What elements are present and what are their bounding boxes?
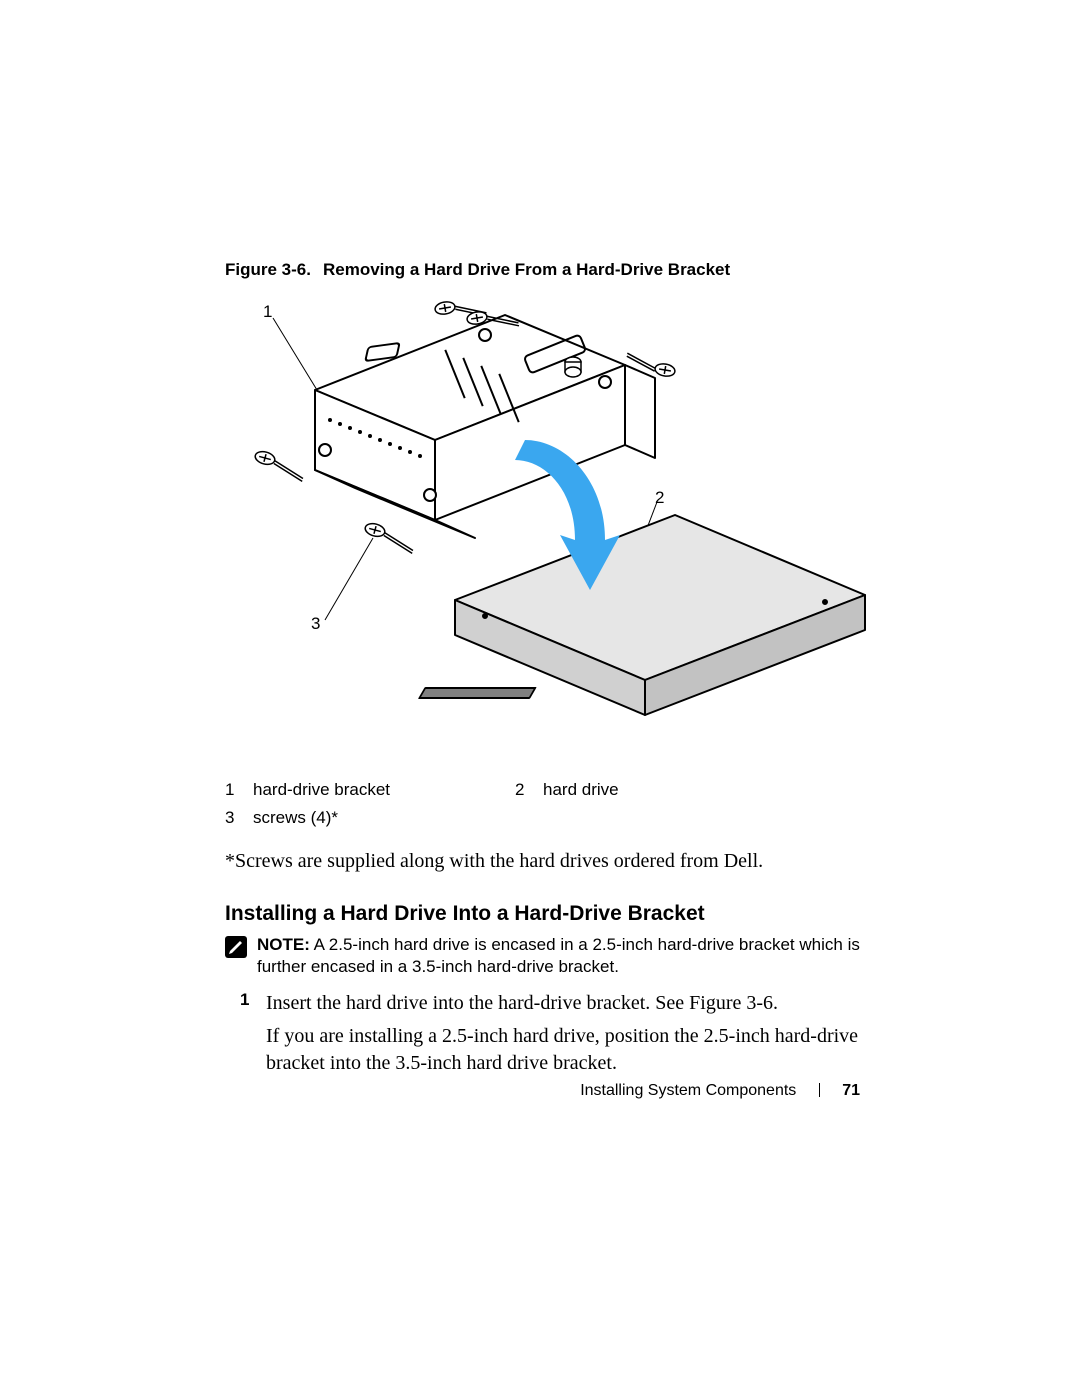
legend-text: screws (4)* (253, 808, 338, 828)
note-icon (225, 936, 247, 958)
step-line: Insert the hard drive into the hard-driv… (266, 990, 860, 1017)
step-body: Insert the hard drive into the hard-driv… (266, 990, 860, 1083)
footnote-text: *Screws are supplied along with the hard… (225, 850, 763, 873)
page-footer: Installing System Components 71 (0, 1082, 1080, 1100)
footer-section: Installing System Components (580, 1082, 796, 1099)
note-body: A 2.5-inch hard drive is encased in a 2.… (257, 935, 860, 976)
step-1: 1 Insert the hard drive into the hard-dr… (240, 990, 860, 1083)
footer-separator (819, 1083, 820, 1097)
bracket-diagram-svg (225, 290, 895, 760)
legend-item: 1 hard-drive bracket (225, 780, 515, 800)
legend-num: 1 (225, 780, 253, 800)
callout-3: 3 (311, 614, 320, 634)
callout-2: 2 (655, 488, 664, 508)
legend-row: 3 screws (4)* (225, 808, 775, 828)
document-page: Figure 3-6. Removing a Hard Drive From a … (0, 0, 1080, 1397)
figure-caption: Figure 3-6. Removing a Hard Drive From a … (225, 260, 730, 280)
figure-legend: 1 hard-drive bracket 2 hard drive 3 scre… (225, 780, 775, 836)
legend-text: hard-drive bracket (253, 780, 390, 800)
note-text: NOTE: A 2.5-inch hard drive is encased i… (257, 934, 865, 978)
footer-page-number: 71 (842, 1082, 860, 1099)
callout-1: 1 (263, 302, 272, 322)
note-label: NOTE: (257, 935, 310, 954)
legend-num: 3 (225, 808, 253, 828)
step-number: 1 (240, 990, 266, 1083)
figure-title: Removing a Hard Drive From a Hard-Drive … (323, 260, 730, 279)
figure-label: Figure 3-6. (225, 260, 311, 279)
note-block: NOTE: A 2.5-inch hard drive is encased i… (225, 934, 865, 978)
figure-illustration: 1 2 3 (225, 290, 895, 760)
legend-item: 2 hard drive (515, 780, 775, 800)
legend-row: 1 hard-drive bracket 2 hard drive (225, 780, 775, 800)
section-heading: Installing a Hard Drive Into a Hard-Driv… (225, 902, 705, 926)
legend-item: 3 screws (4)* (225, 808, 515, 828)
step-line: If you are installing a 2.5-inch hard dr… (266, 1023, 860, 1077)
legend-num: 2 (515, 780, 543, 800)
legend-text: hard drive (543, 780, 619, 800)
